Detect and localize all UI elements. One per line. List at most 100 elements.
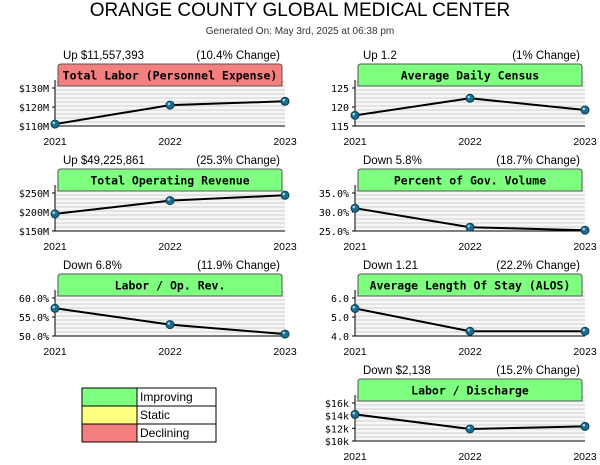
panel-labor-discharge: Down $2,138 (15.2% Change) Labor / Dischar…: [325, 365, 597, 463]
data-point: [350, 409, 360, 419]
data-point-highlight: [352, 205, 356, 209]
data-point: [465, 326, 475, 336]
y-tick-label: $150M: [19, 227, 49, 238]
panel-header-improving: [57, 273, 283, 297]
y-tick-label: 35.0%: [319, 189, 349, 200]
change-percent: (15.2% Change): [496, 365, 580, 377]
data-point-highlight: [467, 224, 471, 228]
y-tick-label: $110M: [19, 122, 49, 133]
plot-area: [355, 80, 585, 126]
data-point: [280, 329, 290, 339]
change-amount: Up 1.2: [363, 50, 397, 62]
panel-title: Average Length Of Stay (ALOS): [370, 279, 571, 293]
change-percent: (10.4% Change): [196, 50, 280, 62]
legend-label: Static: [140, 408, 170, 422]
panel-header-improving: [57, 168, 283, 192]
status-legend: Improving Static Declining: [81, 387, 217, 443]
y-tick-label: 55.0%: [19, 313, 49, 324]
x-tick-label: 2021: [343, 241, 367, 253]
data-point: [280, 190, 290, 200]
change-percent: (25.3% Change): [196, 155, 280, 167]
data-point-highlight: [467, 328, 471, 332]
x-tick-label: 2023: [273, 136, 297, 148]
data-point: [580, 421, 590, 431]
data-point-highlight: [352, 112, 356, 116]
x-tick-label: 2023: [573, 241, 597, 253]
panel-labor-op-rev: Down 6.8% (11.9% Change) Labor / Op. Rev. 6…: [19, 260, 297, 358]
data-point-highlight: [582, 227, 586, 231]
data-point: [465, 424, 475, 434]
panel-average-length-of-stay-alos: Down 1.21 (22.2% Change) Average Length Of…: [331, 260, 597, 358]
panel-average-daily-census: Up 1.2 (1% Change) Average Daily Census 125…: [331, 50, 597, 148]
y-tick-label: 30.0%: [319, 208, 349, 219]
data-point: [165, 196, 175, 206]
change-amount: Down 1.21: [363, 260, 418, 272]
legend-label: Improving: [140, 390, 193, 404]
x-tick-label: 2023: [573, 346, 597, 358]
change-amount: Down $2,138: [363, 365, 431, 377]
x-tick-label: 2022: [158, 346, 182, 358]
data-point-highlight: [352, 305, 356, 309]
legend-swatch: [81, 387, 138, 407]
data-point: [580, 105, 590, 115]
chart-panels: Up $11,557,393 (10.4% Change) Total Labor …: [19, 50, 597, 463]
y-tick-label: 125: [331, 84, 349, 95]
plot-area: [55, 185, 285, 231]
page-subtitle: Generated On: May 3rd, 2025 at 06:38 pm: [206, 26, 394, 37]
panel-total-labor-personnel-expense: Up $11,557,393 (10.4% Change) Total Labor …: [19, 50, 297, 148]
panel-title: Total Operating Revenue: [90, 174, 249, 188]
legend-item-declining: Declining: [81, 423, 217, 443]
page-title: ORANGE COUNTY GLOBAL MEDICAL CENTER: [90, 0, 511, 21]
x-tick-label: 2021: [343, 346, 367, 358]
legend-item-improving: Improving: [81, 387, 217, 407]
data-point: [465, 222, 475, 232]
legend-swatch: [81, 405, 138, 425]
panel-title: Percent of Gov. Volume: [394, 174, 546, 188]
data-point-highlight: [167, 102, 171, 106]
panel-percent-of-gov-volume: Down 5.8% (18.7% Change) Percent of Gov. V…: [319, 155, 597, 253]
panel-title: Average Daily Census: [401, 69, 539, 83]
legend-swatch: [81, 423, 138, 443]
data-point-highlight: [52, 121, 56, 125]
panel-title: Labor / Op. Rev.: [115, 279, 226, 293]
data-point: [350, 203, 360, 213]
y-tick-label: $14k: [325, 412, 349, 423]
x-tick-label: 2021: [343, 451, 367, 463]
data-point-highlight: [582, 328, 586, 332]
data-point: [50, 303, 60, 313]
x-tick-label: 2021: [343, 136, 367, 148]
panel-title: Total Labor (Personnel Expense): [63, 69, 278, 83]
change-percent: (1% Change): [512, 50, 580, 62]
legend-item-static: Static: [81, 405, 217, 425]
data-point-highlight: [167, 198, 171, 201]
x-tick-label: 2021: [43, 136, 67, 148]
x-tick-label: 2022: [158, 136, 182, 148]
x-tick-label: 2022: [158, 241, 182, 253]
change-amount: Up $49,225,861: [63, 155, 145, 167]
y-tick-label: $10k: [325, 437, 349, 448]
change-amount: Down 6.8%: [63, 260, 122, 272]
data-point: [50, 119, 60, 129]
data-point-highlight: [352, 411, 356, 415]
data-point-highlight: [52, 305, 56, 309]
y-tick-label: 6.0: [331, 294, 349, 305]
data-point: [165, 100, 175, 110]
data-point-highlight: [282, 331, 286, 335]
y-tick-label: 4.0: [331, 332, 349, 343]
y-tick-label: 115: [331, 122, 349, 133]
y-tick-label: $200M: [19, 208, 49, 219]
panel-total-operating-revenue: Up $49,225,861 (25.3% Change) Total Operat…: [19, 155, 297, 253]
y-tick-label: $130M: [19, 84, 49, 95]
data-point-highlight: [582, 107, 586, 111]
legend-label: Declining: [140, 426, 189, 440]
change-percent: (22.2% Change): [496, 260, 580, 272]
data-point: [350, 110, 360, 120]
data-point: [580, 225, 590, 235]
data-point: [50, 209, 60, 219]
panel-header-declining: [57, 63, 283, 87]
x-tick-label: 2021: [43, 346, 67, 358]
x-tick-label: 2023: [573, 136, 597, 148]
x-tick-label: 2022: [458, 451, 482, 463]
data-point: [465, 93, 475, 103]
